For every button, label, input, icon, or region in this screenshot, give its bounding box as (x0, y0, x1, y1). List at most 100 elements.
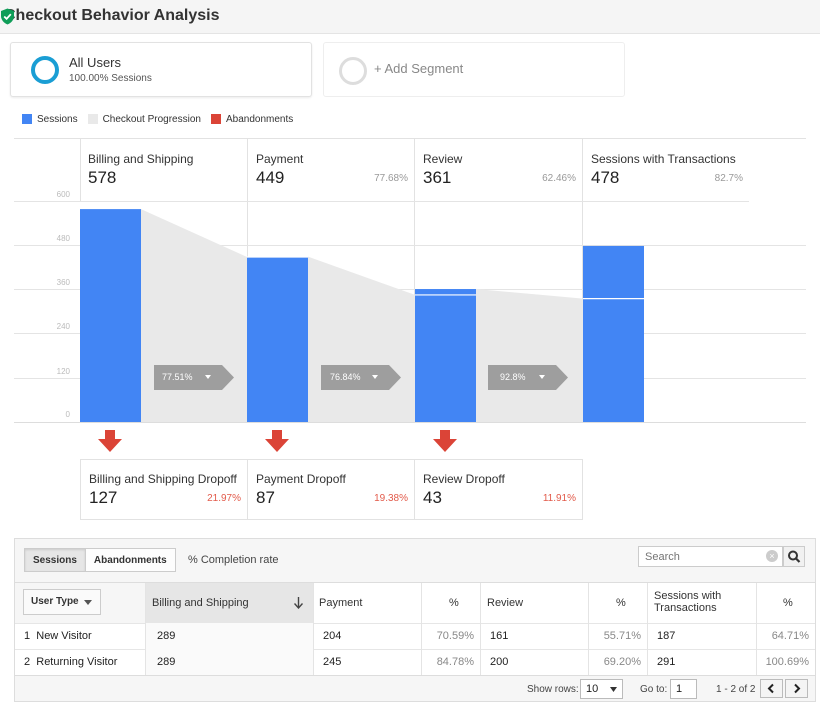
data-grid: User Type Billing and Shipping Payment %… (15, 582, 815, 676)
step-header-transactions: Sessions with Transactions 478 82.7% (583, 139, 749, 202)
billing-column-header[interactable]: Billing and Shipping (146, 583, 314, 623)
legend-progression: Checkout Progression (87, 114, 201, 125)
user-type-dropdown[interactable]: User Type (23, 589, 101, 615)
y-tick-label: 360 (56, 278, 70, 287)
user-type-link[interactable]: New Visitor (36, 630, 92, 642)
dropoff-review[interactable]: Review Dropoff 43 11.91% (415, 459, 582, 520)
chevron-left-icon (767, 683, 774, 694)
add-segment-button[interactable]: + Add Segment (323, 42, 625, 97)
step-name: Payment (256, 152, 304, 166)
sort-descending-icon (294, 597, 303, 609)
dimension-header: User Type (15, 583, 146, 623)
column-label: % (783, 597, 793, 609)
step-name: Billing and Shipping (88, 152, 194, 166)
dropoff-value: 87 (256, 488, 275, 507)
goto-input[interactable]: 1 (670, 679, 697, 699)
row-divider (15, 675, 815, 676)
dropoff-bottom-rule (80, 519, 583, 520)
sessions-bar (80, 209, 141, 422)
review-pct-cell: 55.71% (589, 623, 648, 649)
legend-swatch-progression (87, 114, 98, 124)
gridline (14, 245, 806, 246)
review-column-header[interactable]: Review (481, 583, 589, 623)
search-button[interactable] (783, 546, 805, 567)
chevron-down-icon (610, 687, 617, 692)
funnel-chart (80, 209, 644, 452)
column-label: Billing and Shipping (152, 597, 249, 609)
row-range: 1 - 2 of 2 (716, 684, 756, 695)
show-rows-label: Show rows: (527, 684, 579, 695)
segment-all-users[interactable]: All Users 100.00% Sessions (10, 42, 312, 97)
column-label: Payment (319, 597, 363, 609)
next-page-button[interactable] (785, 679, 808, 698)
page-title: Checkout Behavior Analysis (4, 7, 220, 24)
y-tick-label: 0 (65, 410, 70, 419)
abandonment-arrow-icon (433, 430, 457, 452)
y-tick-label: 480 (56, 234, 70, 243)
column-divider (582, 459, 583, 520)
segment-sessions-share: 100.00% Sessions (69, 73, 152, 84)
search-icon (788, 550, 801, 563)
column-divider (80, 139, 81, 202)
legend-label: Sessions (37, 113, 78, 125)
dropoff-billing[interactable]: Billing and Shipping Dropoff 127 21.97% (81, 459, 247, 520)
sessions-bar (247, 256, 308, 422)
row-number: 2 (24, 656, 31, 668)
step-name: Review (423, 152, 463, 166)
row-dimension-cell: 1 New Visitor (15, 623, 146, 649)
progression-rate: 92.8% (500, 372, 526, 382)
step-percent: 62.46% (542, 173, 576, 184)
step-value: 478 (591, 168, 620, 187)
step-value: 578 (88, 168, 117, 187)
funnel-top-rule (14, 138, 806, 139)
review-cell: 161 (481, 623, 589, 649)
y-tick-label: 120 (56, 367, 70, 376)
chevron-down-icon (84, 600, 92, 605)
row-divider (15, 623, 815, 624)
dropoff-payment[interactable]: Payment Dropoff 87 19.38% (248, 459, 414, 520)
review-pct-header[interactable]: % (589, 583, 648, 623)
completion-rate-link[interactable]: % Completion rate (188, 554, 279, 566)
dropoff-name: Payment Dropoff (256, 472, 346, 486)
search-input[interactable] (638, 546, 783, 567)
show-rows-select[interactable]: 10 (580, 679, 623, 699)
clear-search-icon[interactable]: × (766, 550, 778, 562)
payment-column-header[interactable]: Payment (314, 583, 422, 623)
step-percent: 77.68% (374, 173, 408, 184)
step-name: Sessions with Transactions (591, 152, 736, 166)
transactions-column-header[interactable]: Sessions with Transactions (648, 583, 757, 623)
abandonments-toggle-button[interactable]: Abandonments (85, 548, 176, 572)
sessions-bar (415, 289, 476, 422)
dropoff-value: 127 (89, 488, 118, 507)
progression-area (308, 256, 415, 422)
column-divider (414, 459, 415, 520)
step-value: 361 (423, 168, 452, 187)
dropoff-name: Review Dropoff (423, 472, 505, 486)
legend-swatch-sessions (22, 114, 32, 124)
prev-page-button[interactable] (760, 679, 783, 698)
y-tick-label: 240 (56, 322, 70, 331)
step-percent: 82.7% (714, 173, 743, 184)
progression-rate: 77.51% (162, 372, 193, 382)
progression-badge-3[interactable]: 92.8% (488, 365, 568, 390)
sessions-toggle-button[interactable]: Sessions (24, 548, 86, 572)
legend-abandonments: Abandonments (210, 114, 293, 125)
table-footer: Show rows: 10 Go to: 1 1 - 2 of 2 (15, 676, 815, 702)
progression-badge-2[interactable]: 76.84% (321, 365, 401, 390)
step-header-billing: Billing and Shipping 578 (80, 139, 247, 202)
step-header-payment: Payment 449 77.68% (248, 139, 414, 202)
row-number: 1 (24, 630, 31, 642)
transactions-cell: 187 (648, 623, 757, 649)
column-divider (582, 139, 583, 422)
row-dimension-cell: 2 Returning Visitor (15, 649, 146, 675)
column-label: Review (487, 597, 524, 609)
transactions-pct-header[interactable]: % (757, 583, 815, 623)
payment-pct-header[interactable]: % (422, 583, 481, 623)
review-cell: 200 (481, 649, 589, 675)
transactions-pct-cell: 100.69% (765, 656, 809, 668)
progression-badge-1[interactable]: 77.51% (154, 365, 234, 390)
payment-cell: 204 (314, 623, 422, 649)
baseline (14, 422, 806, 423)
user-type-link[interactable]: Returning Visitor (36, 656, 118, 668)
column-label: Sessions with Transactions (654, 590, 722, 614)
